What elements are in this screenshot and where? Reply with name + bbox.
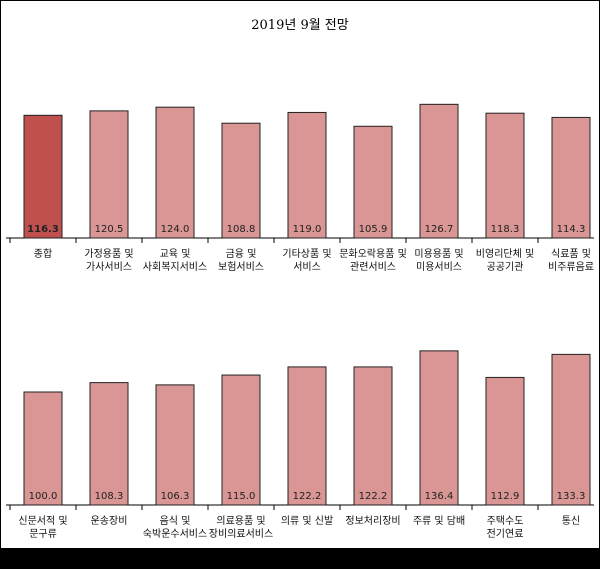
bar (419, 103, 459, 239)
bar (419, 350, 459, 506)
bar (485, 376, 525, 506)
value-label: 112.9 (491, 491, 520, 502)
value-label: 108.8 (227, 224, 256, 235)
category-label: 의료용품 및 (216, 515, 265, 527)
category-label: 통신 (562, 515, 580, 527)
bar (287, 111, 327, 239)
category-label: 공공기관 (487, 261, 524, 273)
bar (353, 125, 393, 239)
category-label: 교육 및 (160, 248, 191, 260)
value-label: 133.3 (557, 491, 586, 502)
bar (89, 110, 129, 239)
category-label: 기타상품 및 (282, 248, 331, 260)
bar (551, 353, 591, 506)
bar (287, 366, 327, 506)
category-label: 의류 및 신발 (281, 515, 333, 527)
value-label: 122.2 (359, 491, 388, 502)
value-label: 114.3 (557, 224, 586, 235)
bar (23, 391, 63, 506)
category-label: 주류 및 담배 (413, 515, 465, 527)
bar (221, 122, 261, 239)
category-label: 관련서비스 (350, 261, 396, 273)
bar (221, 374, 261, 506)
category-label: 가사서비스 (86, 261, 132, 273)
category-label: 금융 및 (226, 248, 257, 260)
category-label: 음식 및 (160, 515, 191, 527)
category-label: 미용용품 및 (414, 248, 463, 260)
value-label: 108.3 (95, 491, 124, 502)
category-label: 정보처리장비 (345, 515, 400, 527)
value-label: 106.3 (161, 491, 190, 502)
category-label: 비주류음료 (548, 261, 594, 273)
category-label: 서비스 (293, 261, 321, 273)
category-label: 가정용품 및 (84, 248, 133, 260)
category-label: 장비의료서비스 (209, 528, 273, 540)
value-label: 116.3 (27, 224, 59, 235)
value-label: 105.9 (359, 224, 388, 235)
category-label: 운송장비 (91, 515, 128, 527)
bar (485, 112, 525, 239)
category-label: 신문서적 및 (18, 515, 67, 527)
category-label: 주택수도 (487, 515, 524, 527)
category-label: 종합 (34, 248, 52, 260)
category-label: 전기연료 (487, 528, 524, 540)
value-label: 100.0 (29, 491, 58, 502)
category-label: 보험서비스 (218, 261, 264, 273)
category-label: 문화오락용품 및 (339, 248, 407, 260)
bar (155, 384, 195, 506)
value-label: 120.5 (95, 224, 124, 235)
bar (353, 366, 393, 506)
value-label: 115.0 (227, 491, 256, 502)
category-label: 숙박운수서비스 (143, 528, 207, 540)
value-label: 118.3 (491, 224, 520, 235)
value-label: 136.4 (425, 491, 454, 502)
value-label: 126.7 (425, 224, 454, 235)
bar (155, 106, 195, 239)
bar (23, 114, 63, 239)
value-label: 122.2 (293, 491, 322, 502)
category-label: 비영리단체 및 (476, 248, 534, 260)
value-label: 119.0 (293, 224, 322, 235)
bottom-black-bar (0, 548, 600, 569)
category-label: 식료품 및 (551, 248, 591, 260)
chart-title: 2019년 9월 전망 (251, 18, 349, 33)
bar (89, 382, 129, 506)
category-label: 미용서비스 (416, 261, 462, 273)
category-label: 사회복지서비스 (143, 261, 207, 273)
category-label: 문구류 (29, 528, 57, 540)
value-label: 124.0 (161, 224, 190, 235)
bar (551, 116, 591, 239)
